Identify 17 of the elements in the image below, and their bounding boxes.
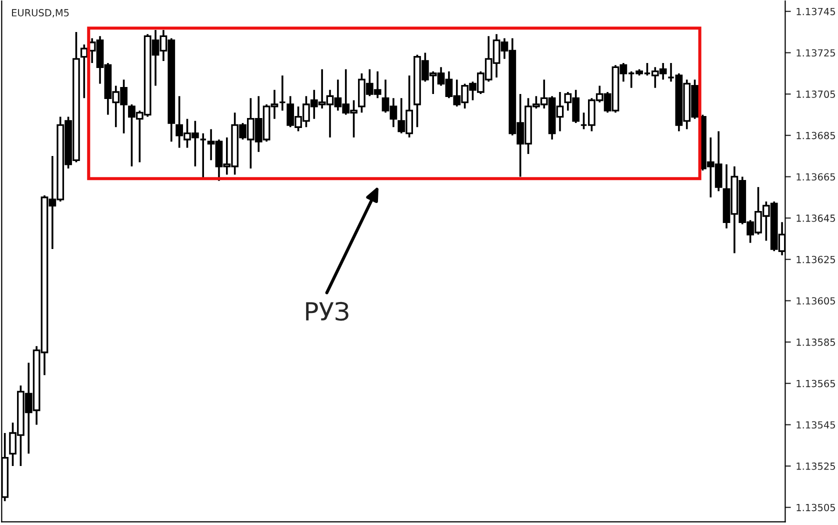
candlestick (199, 132, 207, 180)
y-tick-label: 1.13725 (796, 49, 835, 57)
text: EURUSD,M5 (12, 9, 69, 18)
y-tick-label: 1.13705 (796, 90, 835, 98)
y-tick-label: 1.13545 (796, 421, 835, 429)
y-tick-label: 1.13565 (796, 380, 835, 388)
y-tick-label: 1.13645 (796, 214, 835, 222)
y-tick-label: 1.13685 (796, 132, 835, 140)
y-tick-label: 1.13505 (796, 504, 835, 512)
candlestick (278, 74, 286, 112)
y-tick-label: 1.13625 (796, 256, 835, 264)
y-tick-label: 1.13665 (796, 173, 835, 181)
y-tick-label: 1.13745 (796, 8, 835, 16)
annotation: РУЗ (306, 302, 348, 321)
y-tick-label: 1.13585 (796, 338, 835, 346)
y-tick-label: 1.13605 (796, 297, 835, 305)
y-tick-label: 1.13525 (796, 462, 835, 470)
